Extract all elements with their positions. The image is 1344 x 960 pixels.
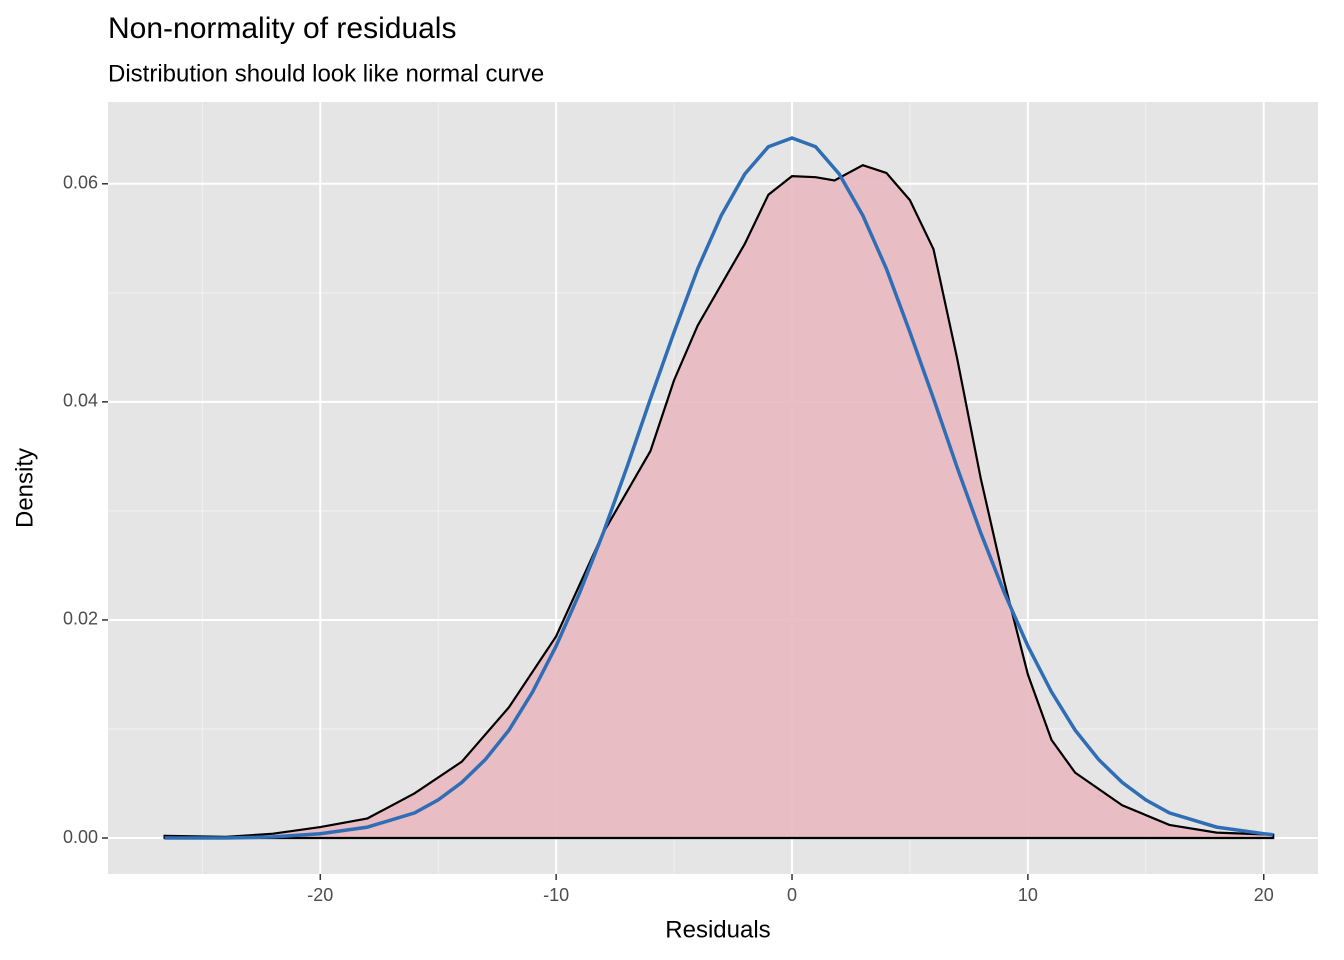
x-tick-label: -20 <box>307 885 333 905</box>
x-tick-label: 10 <box>1018 885 1038 905</box>
x-tick-label: 0 <box>787 885 797 905</box>
x-axis-label: Residuals <box>665 916 770 943</box>
y-tick-label: 0.00 <box>63 827 98 847</box>
density-area <box>163 164 1275 840</box>
x-tick-label: -10 <box>543 885 569 905</box>
chart-title: Non-normality of residuals <box>108 12 456 45</box>
y-axis-label: Density <box>11 448 38 528</box>
y-tick-label: 0.02 <box>63 609 98 629</box>
y-tick-label: 0.04 <box>63 391 98 411</box>
normal-curve <box>164 136 1274 840</box>
y-tick-label: 0.06 <box>63 173 98 193</box>
chart-subtitle: Distribution should look like normal cur… <box>108 60 544 87</box>
x-tick-label: 20 <box>1254 885 1274 905</box>
